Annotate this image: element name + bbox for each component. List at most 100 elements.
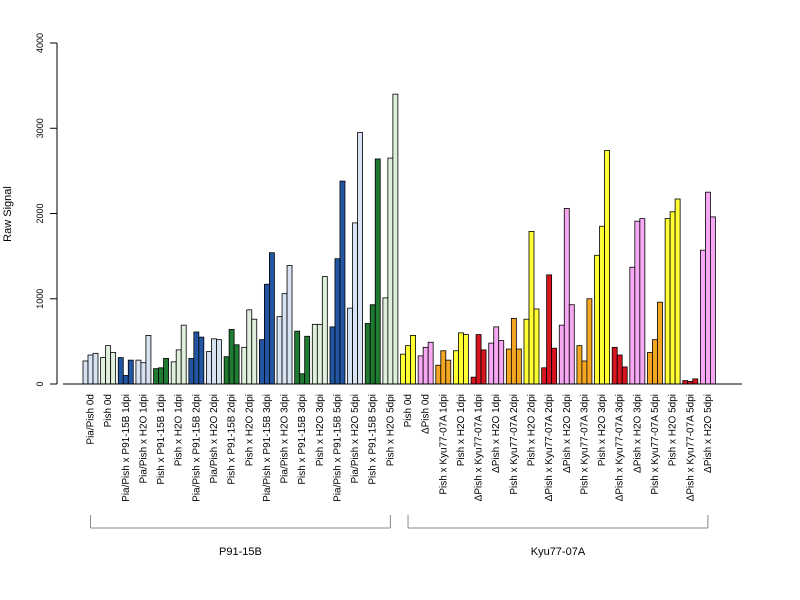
bar <box>223 356 230 385</box>
bar <box>493 326 500 385</box>
bar <box>657 301 663 385</box>
y-tick-label: 1000 <box>35 289 45 309</box>
bar <box>551 347 558 385</box>
x-tick-label: Pia/Pish x P91-15B 1dpi <box>121 394 132 502</box>
x-tick-label: Pish 0d <box>103 394 114 427</box>
bar <box>510 317 517 385</box>
x-tick-label: Pia/Pish x H2O 3dpi <box>280 394 291 484</box>
bar <box>599 225 605 385</box>
bar <box>246 309 253 385</box>
y-tick-label: 4000 <box>35 33 45 53</box>
x-tick-label: ΔPish x Kyu77-07A 2dpi <box>544 394 555 501</box>
bar <box>669 211 676 385</box>
bar <box>616 354 623 385</box>
x-tick-label: Pish x Kyu77-07A 3dpi <box>579 394 590 495</box>
bar <box>400 353 406 385</box>
bar <box>87 354 94 385</box>
bar <box>198 336 205 385</box>
x-tick-label: Pish x P91-15B 2dpi <box>227 394 238 485</box>
bar <box>652 339 658 385</box>
bar <box>422 346 429 385</box>
bar <box>241 346 248 385</box>
x-tick-label: Pish x H2O 3dpi <box>597 394 608 466</box>
bar <box>211 338 217 385</box>
bar <box>563 207 570 385</box>
bar <box>357 132 364 385</box>
bar <box>710 216 716 385</box>
bar <box>127 359 134 385</box>
x-tick-label: Pish x P91-15B 1dpi <box>156 394 167 485</box>
bar <box>180 324 187 385</box>
bar <box>533 308 540 385</box>
bar <box>233 344 240 385</box>
bar <box>664 218 671 385</box>
bar <box>523 318 530 385</box>
bar <box>193 331 200 385</box>
bar <box>498 340 505 385</box>
bar <box>163 358 169 385</box>
bar <box>122 375 129 385</box>
bar <box>581 360 588 385</box>
x-tick-label: Pia/Pish x P91-15B 5dpi <box>332 394 343 502</box>
bar <box>470 376 477 385</box>
y-axis-label: Raw Signal <box>2 186 14 242</box>
bar <box>311 323 318 385</box>
group-brackets: P91-15B Kyu77-07A <box>90 515 709 558</box>
bar <box>339 180 346 385</box>
bar <box>475 334 482 385</box>
bar <box>281 293 288 385</box>
bar <box>175 349 182 385</box>
y-tick-label: 3000 <box>35 118 45 138</box>
x-tick-labels: Pia/Pish 0d Pish 0d Pia/Pish x P91-15B 1dp… <box>86 394 714 502</box>
bar <box>294 330 301 385</box>
x-tick-label: ΔPish x Kyu77-07A 5dpi <box>685 394 696 501</box>
bar <box>100 357 107 385</box>
y-axis: 0 1000 2000 3000 4000 <box>35 33 58 387</box>
bar <box>268 252 275 385</box>
bar <box>188 358 195 385</box>
bar <box>700 249 706 385</box>
bar <box>458 332 464 385</box>
x-tick-label: Pish x H2O 2dpi <box>527 394 538 466</box>
x-tick-label: Pish x H2O 2dpi <box>244 394 255 466</box>
bar <box>692 378 699 385</box>
bar <box>286 265 293 385</box>
x-tick-label: Pish x Kyu77-07A 2dpi <box>509 394 520 495</box>
bar <box>392 93 399 385</box>
bar <box>568 304 575 385</box>
bar <box>258 339 265 385</box>
bar <box>445 359 452 385</box>
bar <box>206 351 212 385</box>
bar <box>546 274 553 385</box>
x-tick-label: Pish x Kyu77-07A 1dpi <box>438 394 449 495</box>
bar <box>263 283 270 385</box>
x-tick-label: Pish 0d <box>403 394 414 427</box>
bar <box>639 218 646 385</box>
bar <box>558 324 565 385</box>
bar <box>347 307 354 385</box>
group-label: Kyu77-07A <box>531 546 586 558</box>
group-label: P91-15B <box>219 546 262 558</box>
bar <box>435 364 442 385</box>
y-tick-label: 0 <box>35 381 45 386</box>
bar <box>634 220 641 385</box>
bar <box>594 254 600 385</box>
bar <box>410 335 416 385</box>
bar <box>170 361 177 385</box>
bar <box>417 355 424 385</box>
bar <box>304 335 311 385</box>
bar <box>576 345 583 385</box>
x-tick-label: Pish x H2O 3dpi <box>315 394 326 466</box>
x-tick-label: Pia/Pish x P91-15B 2dpi <box>191 394 202 502</box>
bar <box>453 350 459 385</box>
bar <box>82 360 89 385</box>
bar <box>329 326 336 385</box>
x-tick-label: Pia/Pish 0d <box>86 394 97 445</box>
bar <box>153 368 159 385</box>
bar <box>382 297 389 385</box>
x-tick-label: ΔPish x H2O 3dpi <box>632 394 643 473</box>
bar <box>405 345 411 385</box>
bar <box>352 222 359 385</box>
bar <box>586 298 593 385</box>
bar <box>158 367 164 385</box>
